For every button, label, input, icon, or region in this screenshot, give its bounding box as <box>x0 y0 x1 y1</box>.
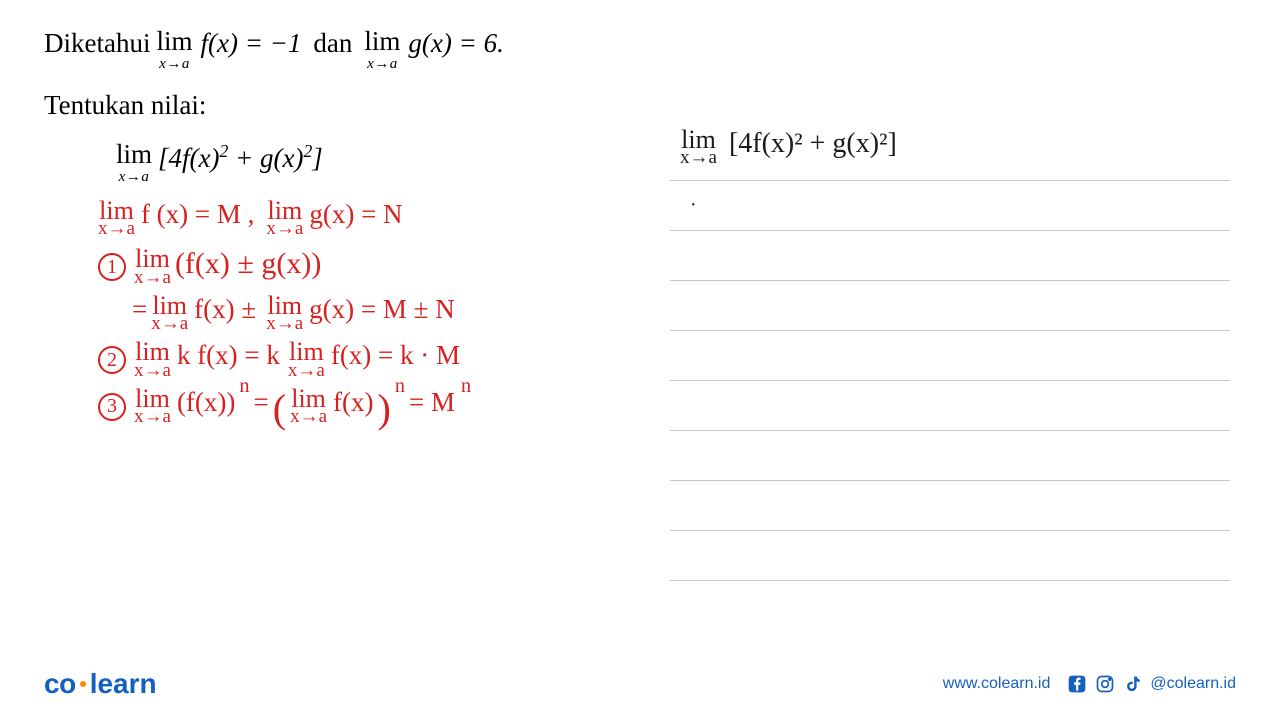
hw-lim-2: lim x→a <box>266 199 303 237</box>
problem-line-1: Diketahui lim x→a f(x) = −1 dan lim x→a … <box>44 28 1236 72</box>
circled-2: 2 <box>98 346 126 374</box>
hw-lim-6: lim x→a <box>134 340 171 378</box>
fx-n-1: (f(x)) <box>177 387 235 418</box>
rule-line <box>670 380 1230 381</box>
fx-M: f (x) = M , <box>141 199 254 230</box>
hw-lim-black: lim x→a <box>680 128 717 166</box>
fx-pm: f(x) ± <box>194 294 256 325</box>
black-expr-text: [4f(x)² + g(x)²] <box>729 128 897 160</box>
black-expression: lim x→a [4f(x)² + g(x)²] <box>680 128 1220 166</box>
circled-1: 1 <box>98 253 126 281</box>
hw-lim-4: lim x→a <box>151 294 188 332</box>
hw-lim-9: lim x→a <box>290 387 327 425</box>
fx-equals: f(x) = −1 <box>201 28 302 59</box>
logo-co: co <box>44 668 76 700</box>
logo-learn: learn <box>90 668 157 700</box>
hw-lim-5: lim x→a <box>266 294 303 332</box>
limit-notation-2: lim x→a <box>364 28 400 72</box>
rule-line <box>670 580 1230 581</box>
logo-dot-icon <box>80 681 86 687</box>
text-dan: dan <box>313 28 352 59</box>
gx-MN: g(x) = M ± N <box>309 294 455 325</box>
hw-lim-3: lim x→a <box>134 247 171 285</box>
brand-logo: co learn <box>44 668 157 700</box>
social-group: @colearn.id <box>1066 673 1236 695</box>
hw-lim-1: lim x→a <box>98 199 135 237</box>
whiteboard-area: Diketahui lim x→a f(x) = −1 dan lim x→a … <box>0 0 1280 720</box>
rparen-big: ) <box>378 391 391 427</box>
text-diketahui: Diketahui <box>44 28 150 59</box>
rule-line <box>670 480 1230 481</box>
handwritten-black-work: lim x→a [4f(x)² + g(x)²] · <box>680 128 1220 217</box>
facebook-icon[interactable] <box>1066 673 1088 695</box>
gx-equals: g(x) = 6. <box>408 28 503 59</box>
ruled-paper-lines <box>670 180 1230 630</box>
hw-lim-7: lim x→a <box>288 340 325 378</box>
rule-line <box>670 430 1230 431</box>
social-handle[interactable]: @colearn.id <box>1150 675 1236 693</box>
tiktok-icon[interactable] <box>1122 673 1144 695</box>
dot-mark: · <box>690 194 1220 217</box>
kfx: k f(x) = k <box>177 340 280 371</box>
fx-inner: f(x) <box>333 387 373 418</box>
equals: = <box>132 294 147 325</box>
main-expression: [4f(x)2 + g(x)2] <box>158 141 323 174</box>
problem-line-2: Tentukan nilai: <box>44 90 1236 121</box>
footer-bar: co learn www.colearn.id @colearn.id <box>44 668 1236 700</box>
limit-notation-1: lim x→a <box>156 28 192 72</box>
rule-line <box>670 280 1230 281</box>
instagram-icon[interactable] <box>1094 673 1116 695</box>
limit-notation-3: lim x→a <box>116 141 152 185</box>
rule-line <box>670 330 1230 331</box>
hw-lim-8: lim x→a <box>134 387 171 425</box>
eq-2: = <box>254 387 269 418</box>
rule-line <box>670 230 1230 231</box>
gx-N: g(x) = N <box>309 199 402 230</box>
fx-kM: f(x) = k · M <box>331 340 460 371</box>
rule-1-expr: (f(x) ± g(x)) <box>175 247 321 281</box>
sup-n-1: n <box>239 375 249 398</box>
sup-n-3: n <box>461 375 471 398</box>
circled-3: 3 <box>98 393 126 421</box>
sup-n-2: n <box>395 375 405 398</box>
footer-right: www.colearn.id @colearn.id <box>943 673 1236 695</box>
rule-line <box>670 530 1230 531</box>
eq-Mn: = M <box>409 387 455 418</box>
lparen-big: ( <box>273 391 286 427</box>
website-url[interactable]: www.colearn.id <box>943 675 1051 693</box>
